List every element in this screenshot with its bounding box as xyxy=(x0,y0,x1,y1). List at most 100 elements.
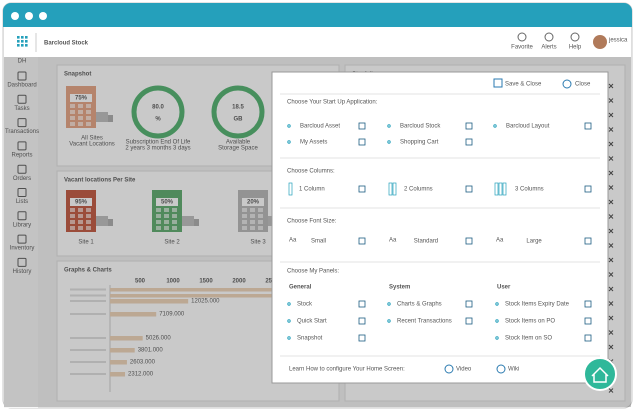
close-mark xyxy=(608,286,614,292)
close-mark xyxy=(608,257,614,263)
home-icon xyxy=(591,366,609,383)
option[interactable]: 3 Columns xyxy=(515,187,544,193)
column-icon xyxy=(502,182,507,196)
footer-text: Learn How to configure Your Home Screen: xyxy=(289,367,405,373)
video-link[interactable]: Video xyxy=(456,367,472,373)
sidebar-item[interactable]: Lists xyxy=(16,199,28,205)
site-label: Site 1 xyxy=(78,240,94,246)
avatar[interactable] xyxy=(593,35,607,49)
window xyxy=(78,208,83,212)
option[interactable]: Standard xyxy=(414,239,438,245)
window xyxy=(172,214,177,218)
checkbox xyxy=(584,122,592,130)
caption: 2 years 3 months 3 days xyxy=(125,146,190,152)
gauge-unit: % xyxy=(155,117,161,123)
sidebar-item[interactable]: History xyxy=(13,269,32,275)
bar xyxy=(110,312,157,317)
close-button[interactable]: Close xyxy=(575,82,591,88)
column-icon xyxy=(494,182,499,196)
bar-row xyxy=(110,294,275,298)
option[interactable]: Barcloud Layout xyxy=(506,124,550,130)
menu-icon xyxy=(17,44,20,47)
menu-icon xyxy=(25,36,28,39)
bullet xyxy=(287,302,291,306)
label-box xyxy=(156,198,178,206)
section-title: Choose Your Start Up Application: xyxy=(287,100,378,106)
save-icon xyxy=(493,78,503,88)
wiki-link[interactable]: Wiki xyxy=(508,367,519,373)
window xyxy=(70,208,75,212)
close-mark xyxy=(608,83,614,89)
section-title: Choose Font Size: xyxy=(287,219,337,225)
option[interactable]: My Assets xyxy=(300,140,327,146)
video-icon xyxy=(444,364,454,374)
sidebar-item[interactable]: Inventory xyxy=(10,246,35,252)
header-icon-label[interactable]: Help xyxy=(569,45,582,51)
window xyxy=(242,214,247,218)
sidebar-item[interactable]: Tasks xyxy=(14,106,29,112)
header-icon-label[interactable]: Alerts xyxy=(541,45,556,51)
sidebar xyxy=(4,57,38,408)
option[interactable]: Stock Items on PO xyxy=(505,319,555,325)
window xyxy=(78,214,83,218)
column-icon xyxy=(288,182,293,196)
option[interactable]: Stock Item on SO xyxy=(505,336,552,342)
window xyxy=(164,220,169,224)
bar-label: 7109.000 xyxy=(159,312,185,318)
header-icon-label[interactable]: Favorite xyxy=(511,45,533,51)
header-icon[interactable] xyxy=(570,32,580,42)
bar-label: 3801.000 xyxy=(138,348,164,354)
option[interactable]: Large xyxy=(526,239,542,245)
home-button[interactable] xyxy=(583,357,617,391)
site-label: Site 2 xyxy=(164,240,180,246)
font-sample: Aa xyxy=(289,238,297,244)
close-mark xyxy=(608,127,614,132)
option[interactable]: Snapshot xyxy=(297,336,323,342)
checkbox xyxy=(358,334,366,342)
option[interactable]: Recent Transactions xyxy=(397,319,452,325)
header-icon[interactable] xyxy=(544,32,554,42)
panel-title: Vacant locations Per Site xyxy=(64,178,136,184)
option[interactable]: Small xyxy=(311,239,326,245)
sidebar-item[interactable]: Reports xyxy=(11,152,32,158)
option[interactable]: 1 Column xyxy=(299,187,325,193)
gauge xyxy=(211,85,265,139)
window xyxy=(242,226,247,230)
x-tick-label: 2000 xyxy=(232,279,246,285)
window xyxy=(70,116,75,120)
sidebar-item[interactable]: Library xyxy=(13,222,31,228)
window xyxy=(78,116,83,120)
option[interactable]: Stock Items Expiry Date xyxy=(505,302,570,308)
font-sample: Aa xyxy=(496,238,504,244)
option[interactable]: Barcloud Asset xyxy=(300,124,340,130)
window xyxy=(242,220,247,224)
option[interactable]: Shopping Cart xyxy=(400,140,439,146)
close-mark xyxy=(608,185,614,190)
sidebar-item[interactable]: Orders xyxy=(13,176,31,182)
row-label xyxy=(70,288,106,291)
bar xyxy=(110,372,126,377)
option[interactable]: Barcloud Stock xyxy=(400,124,441,130)
window xyxy=(78,226,83,230)
option[interactable]: 2 Columns xyxy=(404,187,433,193)
header-icon[interactable] xyxy=(517,32,527,42)
site-select[interactable]: DH xyxy=(18,59,27,65)
bar-label: 12025.000 xyxy=(191,299,220,305)
bar xyxy=(110,336,143,341)
label-box xyxy=(70,94,92,102)
checkbox xyxy=(358,185,366,193)
gauge-value: 18.5 xyxy=(232,105,244,111)
truck xyxy=(182,216,194,226)
window xyxy=(70,104,75,108)
menu-icon xyxy=(17,36,20,39)
option[interactable]: Quick Start xyxy=(297,319,327,325)
sidebar-item[interactable]: Transactions xyxy=(5,129,39,135)
checkbox xyxy=(465,317,473,325)
window xyxy=(86,226,91,230)
option[interactable]: Stock xyxy=(297,302,313,308)
sidebar-item[interactable]: Dashboard xyxy=(7,83,36,89)
save-button[interactable]: Save & Close xyxy=(505,82,542,88)
option[interactable]: Charts & Graphs xyxy=(397,302,442,308)
window xyxy=(258,208,263,212)
